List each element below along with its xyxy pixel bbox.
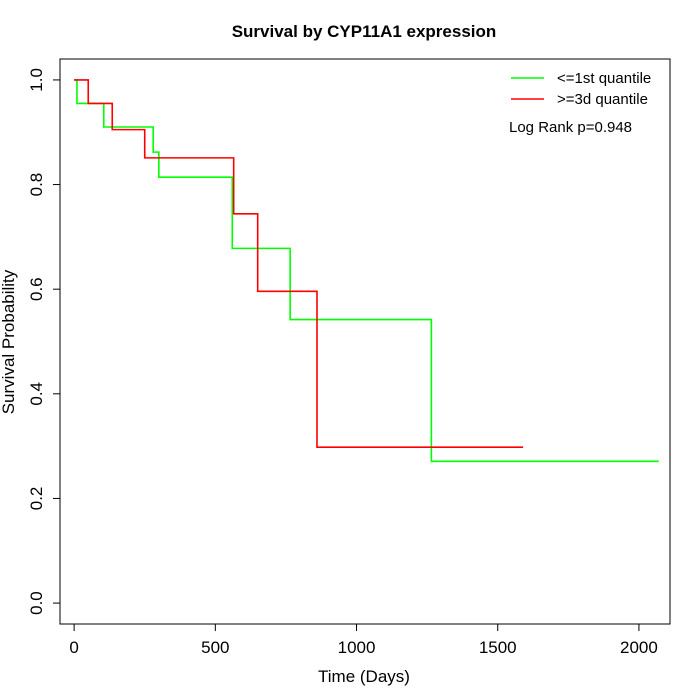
y-tick-label: 0.6 <box>27 277 46 301</box>
y-axis: 0.0 0.2 0.4 0.6 0.8 1.0 <box>27 68 61 615</box>
x-axis: 0 500 1000 1500 2000 <box>69 623 658 657</box>
y-tick-label: 1.0 <box>27 68 46 92</box>
y-tick-label: 0.8 <box>27 173 46 197</box>
x-tick-label: 0 <box>69 638 78 657</box>
x-tick-label: 1500 <box>479 638 517 657</box>
series-line-1 <box>74 79 659 463</box>
x-tick-label: 2000 <box>620 638 658 657</box>
y-tick-label: 0.2 <box>27 487 46 511</box>
x-tick-label: 500 <box>201 638 229 657</box>
y-tick-label: 0.0 <box>27 591 46 615</box>
x-axis-label: Time (Days) <box>318 667 410 686</box>
series-line-2 <box>74 79 524 448</box>
y-tick-label: 0.4 <box>27 382 46 406</box>
chart-title: Survival by CYP11A1 expression <box>232 22 497 41</box>
series-layer <box>74 79 659 463</box>
log-rank-annotation: Log Rank p=0.948 <box>509 119 632 136</box>
legend-label: <=1st quantile <box>557 70 651 87</box>
legend: <=1st quantile >=3d quantile <box>511 70 651 108</box>
y-axis-label: Survival Probability <box>0 269 18 414</box>
plot-frame <box>59 58 671 625</box>
x-tick-label: 1000 <box>338 638 376 657</box>
legend-label: >=3d quantile <box>557 91 648 108</box>
